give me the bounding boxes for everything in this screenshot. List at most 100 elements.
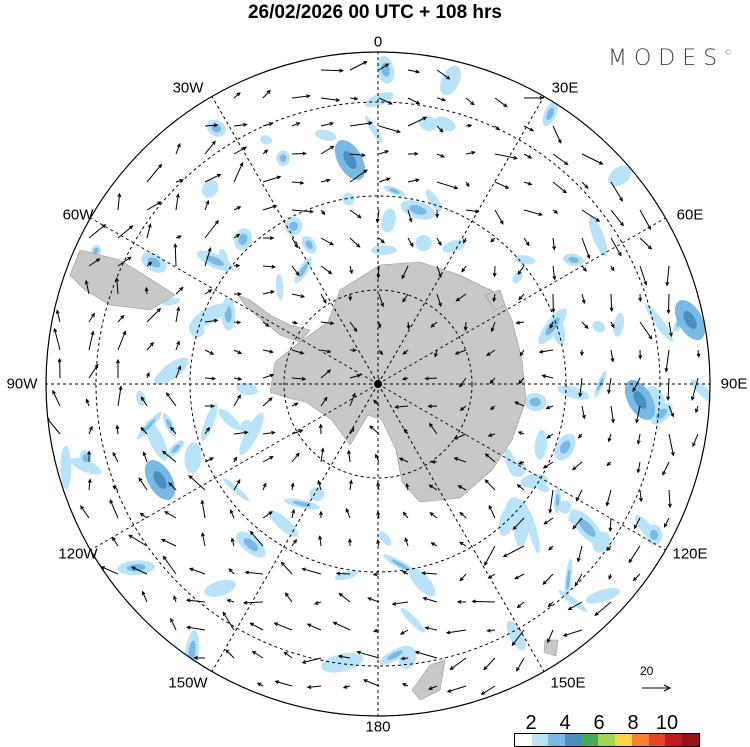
wind-arrow-icon (494, 209, 504, 225)
wind-arrow-icon (512, 517, 525, 531)
wind-arrow-icon (233, 376, 243, 381)
colorbar-swatch (681, 734, 699, 746)
meridian-line (377, 217, 666, 385)
shaded-region (690, 379, 710, 404)
wind-arrow-icon (233, 292, 242, 296)
wind-arrow-icon (610, 237, 622, 257)
wind-arrow-icon (109, 499, 119, 519)
shaded-region (342, 192, 355, 206)
wind-arrow-icon (465, 209, 480, 214)
wind-arrow-icon (548, 489, 554, 514)
wind-arrow-icon (349, 121, 373, 127)
wind-arrow-icon (233, 394, 241, 407)
wind-arrow-icon (372, 572, 380, 577)
wind-arrow-icon (230, 537, 235, 547)
wind-arrow-icon (175, 340, 180, 351)
wind-arrow-icon (291, 180, 305, 185)
shaded-region (378, 531, 392, 546)
shaded-region (514, 255, 536, 265)
shaded-region (559, 440, 571, 454)
meridian-line (90, 383, 379, 551)
wind-arrow-icon (523, 95, 545, 100)
wind-arrow-icon (518, 293, 525, 301)
wind-arrow-icon (233, 92, 241, 99)
wind-arrow-icon (378, 349, 384, 356)
wind-arrow-icon (301, 657, 322, 664)
wind-arrow-icon (349, 321, 358, 333)
shaded-region (512, 271, 523, 284)
wind-arrow-icon (204, 349, 215, 355)
wind-arrow-icon (692, 433, 699, 448)
wind-arrow-icon (362, 679, 380, 687)
shaded-region (409, 205, 427, 215)
wind-arrow-icon (117, 256, 132, 267)
wind-arrow-icon (356, 650, 380, 659)
wind-arrow-icon (577, 433, 583, 439)
wind-arrow-icon (349, 265, 354, 275)
lon-label-150e: 150E (550, 674, 586, 692)
wind-arrow-icon (262, 89, 271, 99)
wind-arrow-icon (545, 405, 554, 410)
wind-arrow-icon (256, 682, 264, 687)
wind-arrow-icon (581, 237, 591, 260)
wind-arrow-icon (607, 433, 612, 443)
wind-arrow-icon (502, 545, 525, 558)
wind-arrow-icon (402, 293, 409, 303)
shaded-region (683, 310, 697, 330)
wind-arrow-icon (538, 349, 554, 354)
shaded-region (558, 500, 572, 514)
shaded-region (143, 418, 156, 433)
wind-arrow-icon (251, 650, 264, 659)
wind-arrow-icon (173, 595, 177, 603)
wind-arrow-icon (402, 511, 409, 519)
wind-arrow-icon (546, 433, 554, 439)
wind-arrow-icon (317, 479, 322, 491)
shaded-region (289, 221, 299, 231)
shaded-region (534, 429, 548, 460)
wind-arrow-icon (401, 683, 409, 687)
wind-arrow-icon (144, 286, 149, 295)
wind-arrow-icon (668, 405, 674, 418)
wind-arrow-icon (186, 625, 206, 631)
wind-arrow-icon (160, 538, 177, 547)
wind-arrow-icon (291, 151, 308, 156)
wind-arrow-icon (233, 263, 241, 268)
wind-arrow-icon (436, 125, 444, 133)
wind-arrow-icon (291, 320, 298, 325)
wind-vectors (46, 61, 701, 695)
wind-arrow-icon (422, 596, 438, 603)
wind-arrow-icon (666, 377, 671, 401)
wind-arrow-icon (320, 349, 332, 354)
wind-arrow-icon (88, 224, 107, 239)
wind-arrow-icon (233, 456, 237, 463)
graticule (46, 52, 710, 716)
wind-arrow-icon (376, 539, 381, 547)
wind-arrow-icon (117, 192, 122, 211)
wind-arrow-icon (291, 209, 314, 214)
wind-arrow-icon (117, 330, 127, 351)
wind-arrow-icon (576, 489, 583, 502)
wind-arrow-icon (465, 150, 476, 155)
lon-label-60w: 60W (62, 206, 94, 224)
wind-arrow-icon (249, 622, 264, 631)
wind-arrow-icon (262, 264, 277, 269)
wind-arrow-icon (435, 209, 440, 219)
wind-arrow-icon (164, 511, 177, 519)
wind-arrow-icon (430, 321, 438, 328)
shaded-region (82, 454, 89, 463)
wind-arrow-icon (318, 535, 323, 547)
shaded-region (188, 640, 196, 662)
shaded-region (364, 115, 383, 144)
wind-arrow-icon (117, 225, 134, 239)
wind-arrow-icon (320, 68, 344, 73)
wind-arrow-icon (594, 601, 612, 616)
wind-arrow-icon (430, 459, 438, 464)
wind-arrow-icon (542, 573, 554, 585)
shaded-region (204, 579, 236, 597)
shaded-region (418, 115, 438, 131)
wind-arrow-icon (407, 97, 421, 105)
wind-arrow-icon (552, 237, 557, 251)
wind-arrow-icon (291, 376, 307, 381)
wind-arrow-icon (170, 617, 177, 631)
wind-arrow-icon (175, 193, 180, 211)
